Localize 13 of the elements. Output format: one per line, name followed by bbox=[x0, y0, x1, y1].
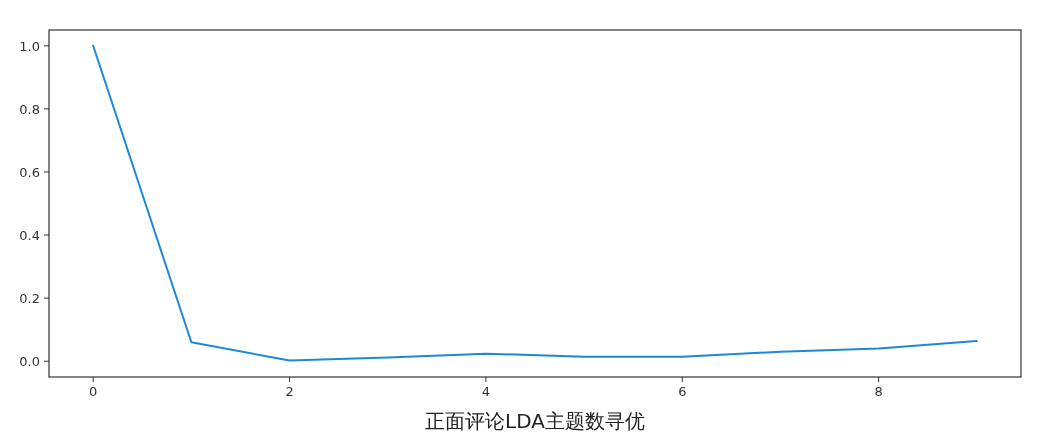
x-tick-label: 0 bbox=[89, 384, 98, 399]
x-tick-label: 6 bbox=[678, 384, 687, 399]
x-tick-label: 8 bbox=[874, 384, 883, 399]
x-tick-label: 4 bbox=[481, 384, 491, 399]
y-tick-label: 1.0 bbox=[19, 38, 40, 54]
line-series bbox=[92, 44, 978, 362]
y-tick-label: 0.2 bbox=[19, 291, 40, 307]
y-tick-label: 0.0 bbox=[19, 354, 40, 370]
x-tick-label: 2 bbox=[285, 384, 294, 399]
y-tick-label: 0.4 bbox=[19, 228, 40, 244]
y-tick-label: 0.8 bbox=[19, 101, 40, 117]
x-axis-title: 正面评论LDA主题数寻优 bbox=[425, 409, 645, 433]
y-tick-label: 0.6 bbox=[19, 164, 40, 180]
